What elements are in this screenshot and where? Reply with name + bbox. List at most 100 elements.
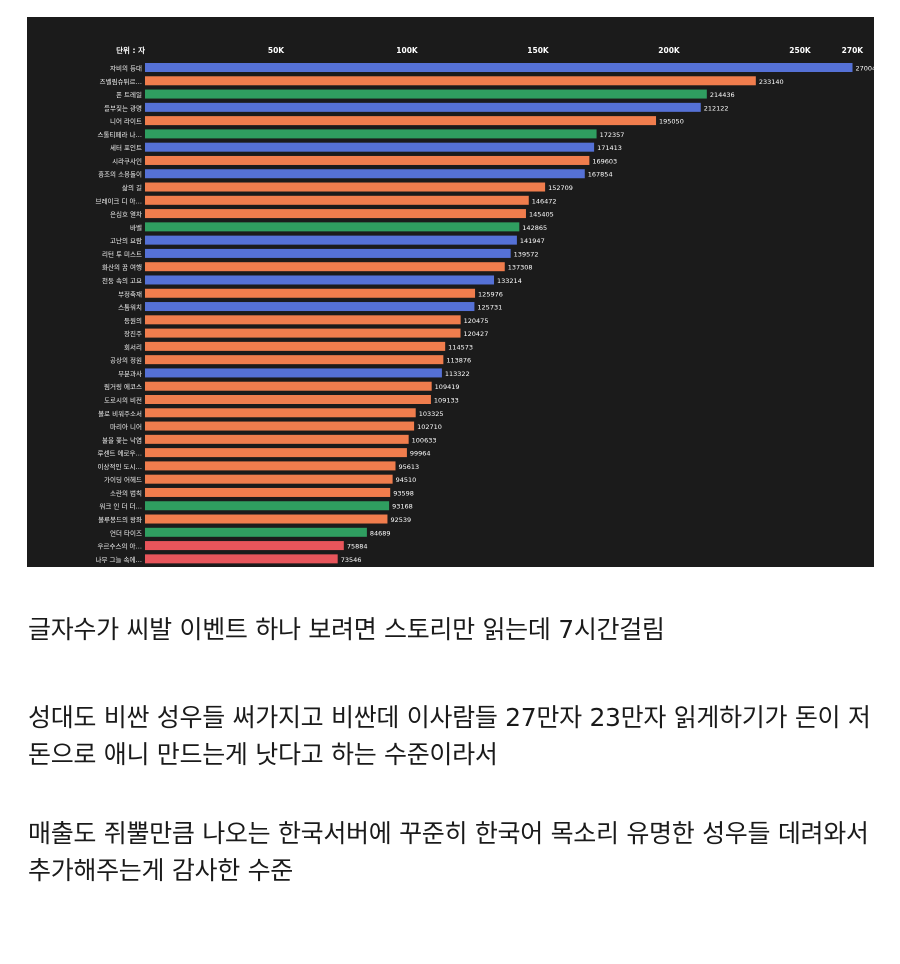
category-label: 등원의 [124, 316, 142, 325]
category-label: 브레이크 디 아… [95, 196, 142, 205]
value-label: 99964 [410, 450, 431, 458]
category-label: 불을 쫓는 낙엽 [102, 435, 142, 444]
value-label: 195050 [659, 118, 684, 126]
category-label: 볼로 비워주소서 [98, 409, 142, 418]
category-label: 볼루봉드의 왕좌 [98, 515, 142, 524]
bar [145, 527, 367, 537]
category-label: 고난의 요람 [110, 236, 142, 245]
value-label: 167854 [588, 171, 613, 179]
value-label: 171413 [597, 144, 622, 152]
bar [145, 195, 529, 205]
value-label: 113322 [445, 370, 470, 378]
value-label: 92539 [390, 516, 411, 524]
category-label: 스톰워치 [118, 303, 142, 312]
bar [145, 288, 476, 298]
value-label: 114573 [448, 343, 473, 351]
chart-panel: 단위 : 자 50K 100K 150K 200K 250K 270K 자비의 등대 2700… [27, 17, 874, 567]
value-label: 145405 [529, 211, 554, 219]
x-tick-label: 270K [842, 46, 865, 55]
bar [145, 102, 701, 112]
bar [145, 341, 446, 351]
value-label: 169603 [592, 157, 617, 165]
value-label: 94510 [396, 476, 417, 484]
category-label: 루센트 에로우… [98, 449, 142, 458]
value-label: 133214 [497, 277, 522, 285]
category-label: 자비의 등대 [110, 64, 142, 73]
bar [145, 421, 415, 431]
post-paragraph-2: 성대도 비싼 성우들 써가지고 비싼데 이사람들 27만자 23만자 읽게하기가… [28, 703, 871, 769]
bar [145, 514, 388, 524]
value-label: 93598 [393, 489, 414, 497]
value-label: 103325 [419, 410, 444, 418]
category-label: 바벨 [130, 223, 142, 232]
category-label: 폰 트레일 [116, 90, 142, 99]
bar [145, 129, 597, 139]
x-tick-label: 200K [658, 46, 681, 55]
bar [145, 235, 517, 245]
category-label: 삶의 길 [122, 183, 142, 192]
category-label: 시라쿠사인 [112, 156, 142, 165]
x-tick-label: 150K [527, 46, 550, 55]
value-label: 120475 [464, 317, 489, 325]
bar [145, 328, 461, 338]
bar [145, 355, 444, 365]
category-label: 가이딩 어헤드 [104, 475, 142, 484]
category-label: 세터 포인트 [110, 143, 142, 152]
category-label: 공상의 정원 [110, 356, 142, 365]
value-label: 172357 [600, 131, 625, 139]
category-label: 은심호 열차 [110, 210, 142, 219]
value-label: 120427 [464, 330, 489, 338]
category-label: 흉조의 소용돌이 [98, 170, 142, 179]
category-label: 천둥 속의 고요 [102, 276, 142, 285]
category-label: 스톨티페라 나… [98, 130, 142, 139]
category-label: 도로시의 비전 [104, 396, 142, 405]
bar [145, 63, 853, 72]
value-label: 139572 [514, 250, 539, 258]
unit-label: 단위 : 자 [116, 45, 145, 55]
bar [145, 169, 585, 179]
x-tick-label: 250K [789, 46, 812, 55]
bar [145, 381, 432, 391]
value-label: 125976 [478, 290, 503, 298]
bar [145, 501, 390, 511]
value-label: 93168 [392, 503, 413, 511]
bar [145, 395, 431, 404]
bar [145, 554, 338, 564]
value-label: 214436 [710, 91, 735, 99]
bar [145, 222, 520, 232]
value-label: 141947 [520, 237, 545, 245]
bar [145, 182, 546, 192]
value-label: 146472 [532, 197, 557, 205]
x-axis: 단위 : 자 50K 100K 150K 200K 250K 270K [116, 45, 864, 55]
value-label: 109419 [435, 383, 460, 391]
bar [145, 155, 590, 165]
value-label: 75884 [347, 543, 368, 551]
category-label: 우르수스의 아… [98, 542, 142, 551]
category-label: 마리아 니어 [110, 422, 142, 431]
bar [145, 408, 416, 418]
category-label: 부정축재 [118, 289, 142, 298]
bar [145, 368, 442, 378]
category-label: 즈벨림슈튀르… [100, 78, 142, 86]
bar-chart: 단위 : 자 50K 100K 150K 200K 250K 270K 자비의 등대 2700… [95, 45, 874, 564]
bar [145, 209, 526, 219]
bar [145, 448, 407, 458]
category-label: 나무 그늘 속에… [95, 555, 142, 564]
bars: 자비의 등대 270043 즈벨림슈튀르… 233140 폰 트레일 214436 들부짖는… [95, 63, 874, 564]
x-tick-label: 50K [268, 46, 285, 55]
bar [145, 315, 461, 325]
value-label: 212122 [704, 104, 729, 112]
value-label: 137308 [508, 264, 533, 272]
post-paragraph-3: 매출도 쥐뿔만큼 나오는 한국서버에 꾸준히 한국어 목소리 유명한 성우들 데… [28, 819, 869, 885]
bar [145, 461, 396, 471]
bar [145, 275, 495, 285]
value-label: 102710 [417, 423, 442, 431]
value-label: 113876 [446, 357, 471, 365]
category-label: 화산의 꿈 여행 [102, 263, 142, 272]
bar [145, 487, 391, 497]
bar [145, 302, 475, 312]
bar [145, 116, 657, 126]
category-label: 회서리 [124, 342, 142, 351]
category-label: 부분과사 [118, 369, 142, 378]
value-label: 233140 [759, 78, 784, 86]
